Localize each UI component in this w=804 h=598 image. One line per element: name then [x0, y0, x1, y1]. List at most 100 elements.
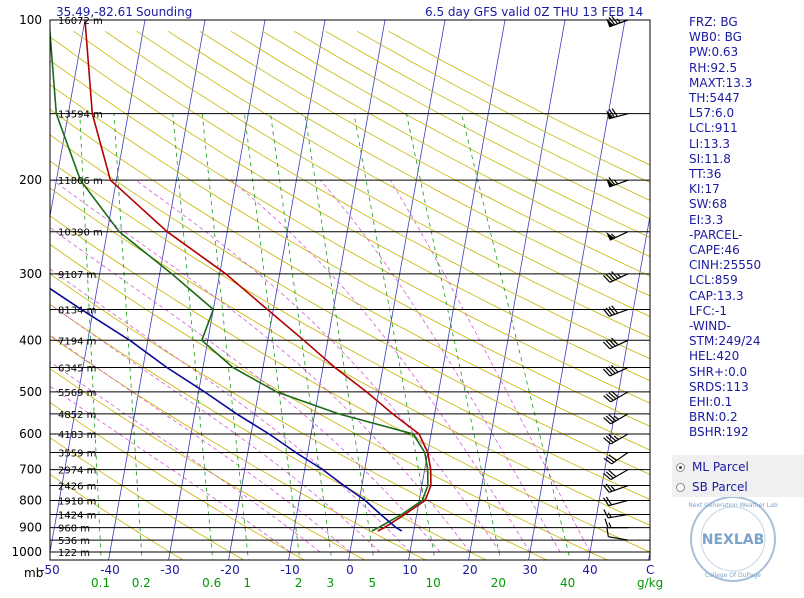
isotherm [0, 8, 27, 563]
wind-barb-full [605, 483, 613, 492]
mix-tick-label: 0.1 [91, 576, 110, 590]
mix-unit-label: g/kg [637, 576, 663, 590]
dry-adiabat [50, 368, 366, 560]
moist-adiabat [135, 179, 501, 553]
stat-line: EHI:0.1 [689, 395, 733, 410]
wind-barb-full [608, 414, 617, 422]
wind-barb-full [603, 472, 612, 481]
wind-barb [602, 364, 629, 377]
ml-parcel-label: ML Parcel [692, 460, 749, 474]
wind-barb-full [608, 272, 616, 281]
wind-barb-staff [609, 19, 629, 28]
dry-adiabat [50, 59, 650, 404]
wind-barb [603, 413, 629, 425]
wind-barb-staff [609, 484, 629, 493]
stat-line: FRZ: BG [689, 15, 738, 29]
wind-barb-full [603, 437, 612, 445]
isotherm [588, 213, 650, 560]
chart-title-location: 35.49,-82.61 [56, 5, 133, 19]
wind-barb-full [602, 484, 610, 493]
height-label: 8134 m [58, 305, 96, 316]
moist-adiabat [52, 179, 471, 553]
wind-barb-full [608, 109, 615, 118]
wind-barb-flag [606, 231, 615, 241]
dry-adiabat [199, 30, 650, 277]
wind-barb-full [608, 338, 616, 347]
height-label: 6345 m [58, 364, 96, 375]
stat-line: KI:17 [689, 182, 720, 197]
stat-line: CAP:13.3 [689, 288, 744, 303]
wind-barb-half [613, 435, 619, 440]
stat-line: STM:249/24 [689, 334, 761, 349]
stat-line: BRN:0.2 [689, 410, 738, 425]
wind-barb-half [616, 18, 621, 24]
wind-barb-full [611, 271, 619, 279]
logo-ring-top: Next Generation Weather Lab [688, 502, 777, 509]
stat-line: RH:92.5 [689, 60, 738, 75]
dry-adiabat [50, 215, 650, 553]
wind-barb-full [610, 390, 619, 398]
wind-barb-full [606, 527, 609, 537]
dry-adiabat [50, 243, 609, 560]
dry-adiabat [50, 36, 650, 382]
mix-tick-label: 5 [369, 576, 377, 590]
wind-barb [603, 451, 629, 465]
wind-barb-full [605, 367, 614, 376]
pressure-tick-label: 1000 [11, 545, 42, 559]
sb-parcel-option[interactable]: SB Parcel [676, 480, 748, 494]
wind-barb-staff [610, 413, 629, 425]
height-label: 13594 m [58, 110, 103, 121]
isotherm [408, 20, 506, 560]
height-label: 7194 m [58, 336, 96, 347]
stat-line: LCL:859 [689, 273, 738, 288]
wind-barb-half [616, 273, 622, 278]
dry-adiabat [50, 303, 488, 560]
ml-parcel-radio[interactable] [676, 462, 685, 472]
mix-tick-label: 20 [491, 576, 506, 590]
wind-barb [602, 483, 629, 493]
wind-barb-staff [610, 469, 629, 481]
wind-barb-staff [611, 451, 629, 465]
mixing-ratio-line [201, 113, 249, 560]
wind-barb-full [602, 308, 610, 317]
wind-barb-staff [610, 391, 629, 403]
wind-barb-full [611, 108, 618, 117]
wind-barb-half [608, 522, 612, 528]
nexlab-logo: NEXLAB Next Generation Weather Lab Colle… [688, 496, 778, 582]
logo-text: NEXLAB [702, 532, 765, 548]
pressure-tick-label: 600 [19, 427, 42, 441]
wind-barb-full [606, 456, 615, 463]
wind-barb-full [604, 518, 609, 528]
isotherm [528, 20, 626, 560]
dry-adiabat [50, 134, 650, 475]
stat-line: HEL:420 [689, 349, 740, 364]
temp-tick-label: -20 [220, 563, 240, 577]
mix-tick-label: 2 [295, 576, 303, 590]
ml-parcel-option[interactable]: ML Parcel [676, 460, 749, 474]
dry-adiabat [167, 30, 650, 297]
height-label: 4183 m [58, 430, 96, 441]
wind-barb-half [610, 485, 616, 491]
wind-barb-full [603, 417, 612, 425]
wind-barb [602, 496, 629, 507]
pressure-tick-label: 800 [19, 493, 42, 507]
mix-tick-label: 0.2 [132, 576, 151, 590]
sb-parcel-label: SB Parcel [692, 480, 748, 494]
pressure-tick-label: 100 [19, 13, 42, 27]
stat-line: SHR+:0.0 [689, 364, 748, 379]
mix-tick-label: 0.6 [202, 576, 221, 590]
wind-barb-full [602, 341, 611, 350]
stat-line: LCL:911 [689, 121, 738, 136]
stat-line: LFC:-1 [689, 303, 727, 318]
sb-parcel-radio[interactable] [676, 482, 685, 492]
wind-barb-half [613, 179, 619, 185]
wind-barb-full [608, 469, 617, 478]
wind-barb-full [602, 274, 611, 283]
stat-line: TT:36 [689, 167, 722, 182]
height-label: 960 m [58, 524, 90, 535]
mixing-ratio-line [172, 113, 214, 560]
moist-adiabat [50, 334, 351, 553]
isotherm [108, 20, 206, 560]
